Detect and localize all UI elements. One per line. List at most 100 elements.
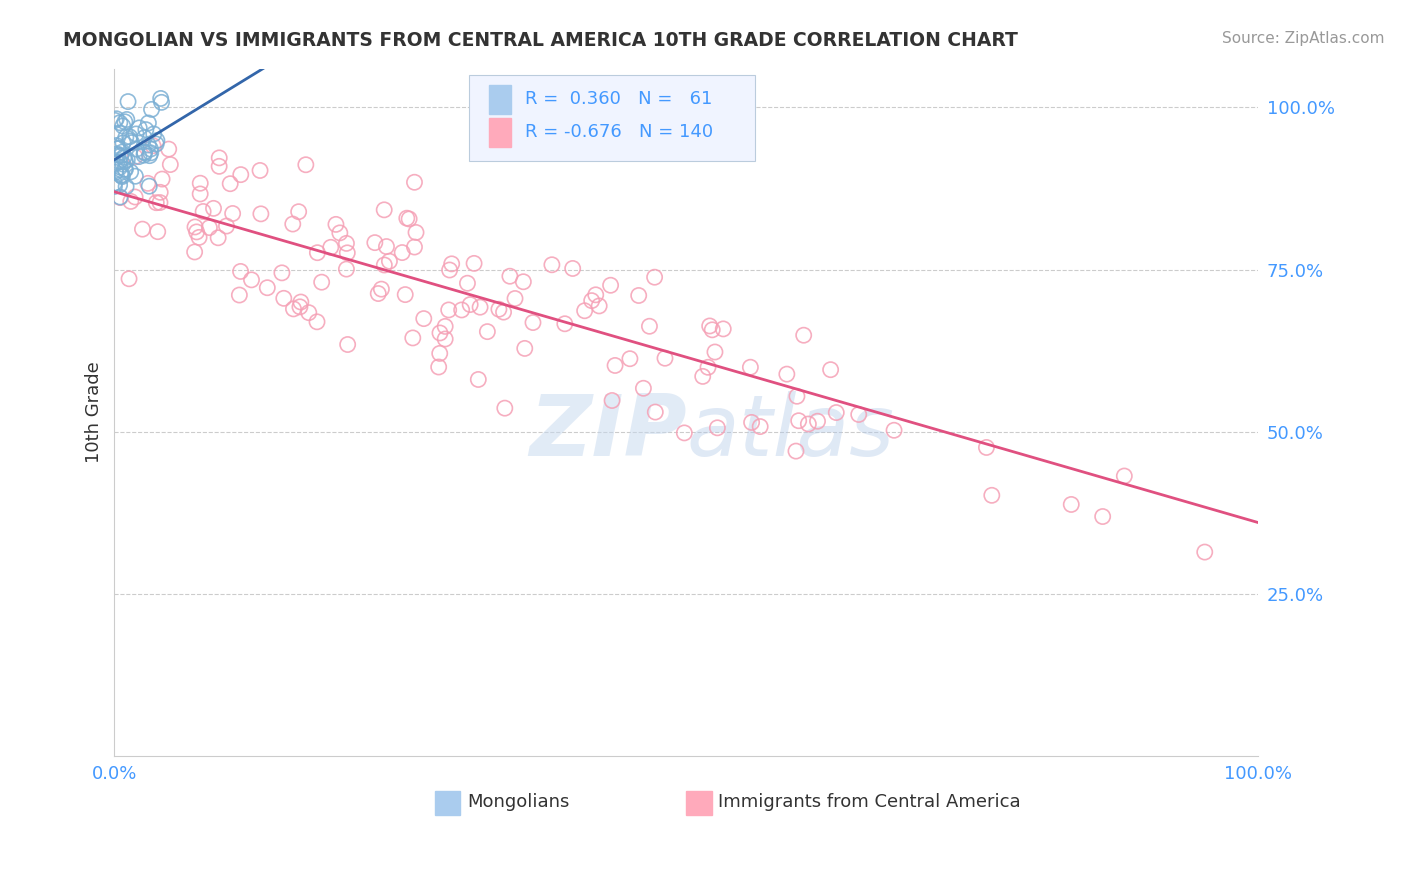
Point <box>976 441 998 455</box>
Point <box>111 119 134 133</box>
Point <box>786 389 808 403</box>
Point <box>111 145 134 159</box>
Point <box>141 103 163 117</box>
Point <box>561 261 583 276</box>
Point <box>249 163 271 178</box>
Point <box>488 302 510 317</box>
Point <box>541 258 564 272</box>
Point <box>107 142 129 156</box>
Point <box>149 195 172 210</box>
Point <box>118 129 141 144</box>
Point <box>644 270 666 285</box>
Point <box>1060 498 1083 512</box>
Point <box>699 318 721 333</box>
Y-axis label: 10th Grade: 10th Grade <box>86 361 103 463</box>
Point <box>208 159 231 173</box>
Point <box>188 230 211 244</box>
Point <box>574 303 596 318</box>
Point <box>825 406 848 420</box>
Point <box>229 168 252 182</box>
Point <box>117 95 139 109</box>
Point <box>115 179 138 194</box>
Point <box>638 319 661 334</box>
Point <box>118 272 141 286</box>
Point <box>412 311 434 326</box>
Point <box>111 168 134 182</box>
Point <box>142 127 165 141</box>
Point <box>329 226 352 240</box>
Point <box>114 162 136 177</box>
Point <box>105 112 128 126</box>
Point <box>370 282 392 296</box>
Point <box>980 488 1002 502</box>
Point <box>1114 469 1136 483</box>
Point <box>375 239 398 253</box>
Point <box>107 148 129 162</box>
Point <box>522 316 544 330</box>
Point <box>513 342 536 356</box>
Point <box>115 112 138 127</box>
Point <box>138 138 160 153</box>
Point <box>108 116 131 130</box>
Point <box>585 288 607 302</box>
Point <box>405 226 427 240</box>
Point <box>188 186 211 201</box>
Point <box>124 150 146 164</box>
Text: MONGOLIAN VS IMMIGRANTS FROM CENTRAL AMERICA 10TH GRADE CORRELATION CHART: MONGOLIAN VS IMMIGRANTS FROM CENTRAL AME… <box>63 31 1018 50</box>
Bar <box>488 85 512 114</box>
Point <box>283 301 305 316</box>
Text: R =  0.360   N =   61: R = 0.360 N = 61 <box>524 90 713 109</box>
Point <box>186 225 208 239</box>
Point <box>139 142 162 156</box>
Point <box>848 408 870 422</box>
Point <box>138 179 160 194</box>
Point <box>146 134 169 148</box>
Point <box>336 337 359 351</box>
Point <box>202 202 225 216</box>
Point <box>146 225 169 239</box>
Point <box>450 302 472 317</box>
Point <box>427 359 450 374</box>
Point <box>776 367 799 381</box>
FancyBboxPatch shape <box>470 76 755 161</box>
Point <box>702 323 724 337</box>
Point <box>134 145 156 159</box>
Point <box>429 346 451 360</box>
Point <box>703 345 725 359</box>
Text: atlas: atlas <box>686 392 894 475</box>
Text: ZIP: ZIP <box>529 392 686 475</box>
Point <box>149 91 172 105</box>
Point <box>603 359 626 373</box>
Point <box>125 142 148 156</box>
Point <box>188 176 211 190</box>
Point <box>290 295 312 310</box>
Point <box>108 191 131 205</box>
Point <box>787 414 810 428</box>
Point <box>159 157 181 171</box>
Point <box>287 204 309 219</box>
Point <box>749 419 772 434</box>
Point <box>139 145 162 160</box>
Point <box>437 302 460 317</box>
Point <box>467 372 489 386</box>
Point <box>373 258 395 272</box>
Point <box>108 154 131 169</box>
Point <box>145 136 167 151</box>
Point <box>336 245 359 260</box>
Point <box>198 220 221 235</box>
Point <box>110 169 132 183</box>
Point <box>142 138 165 153</box>
Point <box>105 155 128 169</box>
Point <box>468 300 491 314</box>
Point <box>270 266 292 280</box>
Point <box>740 360 762 375</box>
Text: R = -0.676   N = 140: R = -0.676 N = 140 <box>524 123 713 142</box>
Point <box>105 138 128 153</box>
Point <box>512 275 534 289</box>
Point <box>806 414 828 428</box>
Point <box>785 444 807 458</box>
Point <box>404 240 426 254</box>
Point <box>627 288 650 302</box>
Point <box>121 136 143 150</box>
Point <box>125 127 148 141</box>
